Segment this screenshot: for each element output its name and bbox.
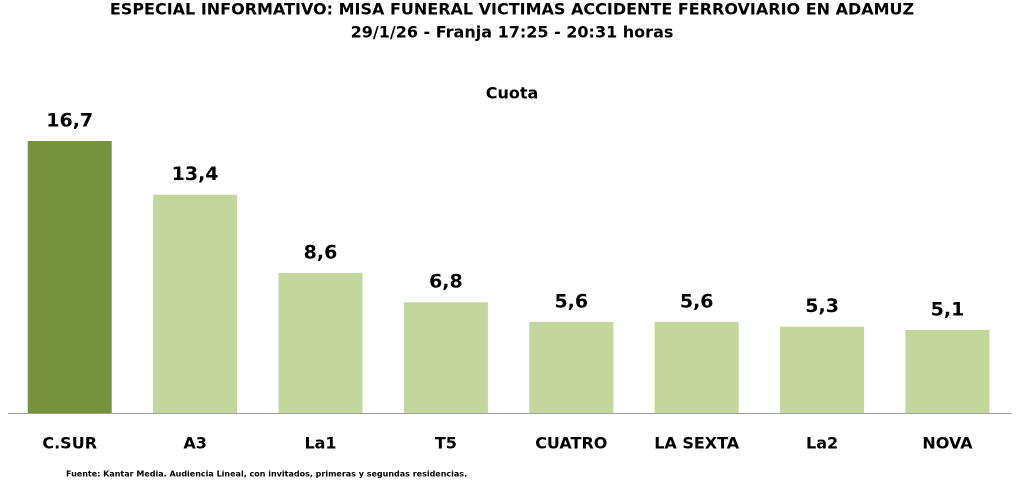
bar (278, 272, 363, 413)
value-label: 5,3 (805, 295, 839, 317)
bar (403, 302, 488, 413)
x-tick-label: La2 (806, 434, 838, 453)
source-note: Fuente: Kantar Media. Audiencia Lineal, … (66, 470, 467, 479)
x-tick-label: CUATRO (535, 434, 607, 453)
bar (654, 321, 739, 413)
bar (780, 326, 865, 413)
x-tick-label: LA SEXTA (654, 434, 740, 453)
value-label: 16,7 (46, 110, 93, 132)
bar (153, 194, 238, 413)
value-label: 5,6 (680, 290, 714, 312)
chart-subtitle: 29/1/26 - Franja 17:25 - 20:31 horas (351, 23, 674, 42)
x-tick-label: A3 (183, 434, 207, 453)
value-label: 5,1 (931, 298, 965, 320)
x-tick-label: NOVA (922, 434, 973, 453)
bar (905, 329, 990, 413)
x-tick-label: C.SUR (42, 434, 97, 453)
value-label: 5,6 (554, 290, 588, 312)
x-tick-label: T5 (435, 434, 457, 453)
value-label: 6,8 (429, 271, 463, 293)
value-label: 13,4 (172, 163, 219, 185)
value-label: 8,6 (304, 241, 338, 263)
bar (27, 141, 112, 413)
chart-title: ESPECIAL INFORMATIVO: MISA FUNERAL VICTI… (110, 0, 914, 19)
series-label: Cuota (486, 84, 539, 103)
x-tick-label: La1 (304, 434, 336, 453)
bar (529, 321, 614, 413)
